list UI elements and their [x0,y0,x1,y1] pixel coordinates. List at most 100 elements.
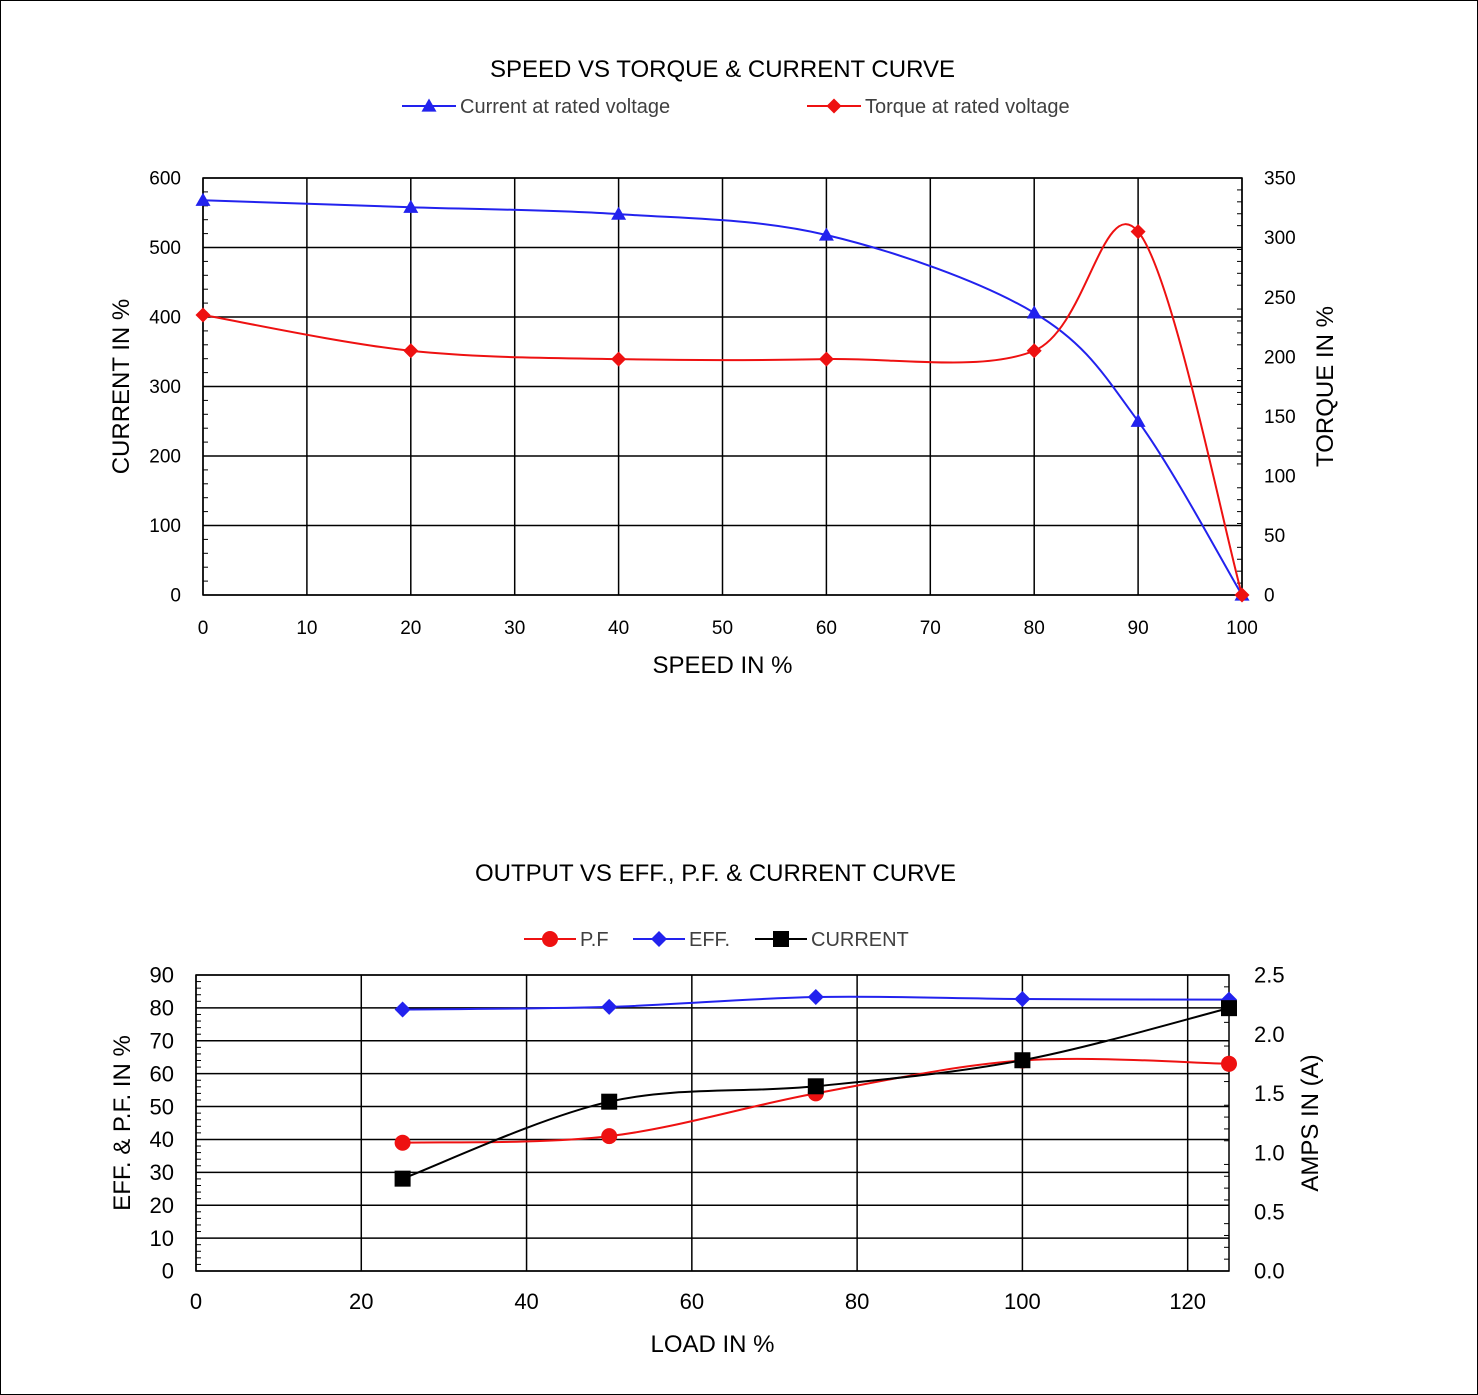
data-point-2-2 [807,1078,824,1095]
y-tick-label: 200 [149,447,181,468]
y-tick-label: 30 [150,1160,174,1185]
data-point-1-3 [1014,991,1031,1008]
x-tick-label: 50 [712,618,733,639]
y2-tick-label: 100 [1264,467,1296,488]
data-point-1-2 [611,351,627,367]
x-tick-label: 60 [680,1289,704,1314]
plot-area [195,974,1230,1272]
y2-axis-title: AMPS IN (A) [1297,1054,1324,1191]
y-tick-label: 70 [150,1028,174,1053]
speed-torque-current-chart: SPEED VS TORQUE & CURRENT CURVE 0 10 20 30 40… [108,56,1339,679]
y2-tick-label: 350 [1264,169,1296,190]
y-tick-label: 0 [170,586,181,607]
y2-tick-label: 200 [1264,347,1296,368]
data-point-0-5 [1130,413,1146,427]
y2-tick-label: 2.5 [1254,963,1285,988]
legend-marker [826,98,842,114]
x-tick-label: 100 [1226,618,1258,639]
legend-marker [421,98,437,112]
data-point-1-1 [601,998,618,1015]
data-point-2-0 [394,1170,411,1187]
x-tick-label: 10 [296,618,317,639]
x-tick-label: 120 [1169,1289,1206,1314]
y-tick-label: 60 [150,1061,174,1086]
data-point-0-0 [394,1134,411,1151]
y2-tick-label: 2.0 [1254,1022,1285,1047]
x-tick-label: 0 [198,618,209,639]
y2-tick-label: 150 [1264,407,1296,428]
x-tick-label: 30 [504,618,525,639]
chart-title: OUTPUT VS EFF., P.F. & CURRENT CURVE [475,860,956,887]
y-tick-label: 0 [162,1259,174,1284]
legend-label: EFF. [689,929,730,951]
y2-axis-title: TORQUE IN % [1312,306,1339,467]
data-point-0-1 [403,199,419,213]
y-tick-label: 600 [149,169,181,190]
data-point-1-4 [1026,343,1042,359]
legend-marker [651,931,667,947]
x-tick-label: 60 [816,618,837,639]
y-tick-label: 400 [149,308,181,329]
y2-tick-label: 1.0 [1254,1140,1285,1165]
data-point-2-3 [1014,1052,1031,1069]
data-point-2-1 [601,1093,618,1110]
data-point-1-1 [403,343,419,359]
data-point-0-3 [818,227,834,241]
data-point-1-3 [818,351,834,367]
output-eff-pf-current-chart: OUTPUT VS EFF., P.F. & CURRENT CURVE 0 20 4… [109,860,1324,1358]
y-tick-label: 100 [149,516,181,537]
y-tick-label: 90 [150,963,174,988]
y-axis-title: EFF. & P.F. IN % [109,1035,136,1211]
x-tick-label: 20 [400,618,421,639]
x-tick-label: 80 [845,1289,869,1314]
y2-tick-label: 0.5 [1254,1200,1285,1225]
y-tick-label: 50 [150,1094,174,1119]
x-axis-title: SPEED IN % [652,652,792,679]
y2-tick-label: 1.5 [1254,1081,1285,1106]
y2-tick-label: 50 [1264,526,1285,547]
x-tick-label: 40 [608,618,629,639]
data-point-1-5 [1130,224,1146,240]
legend-item-0: P.F [524,929,609,951]
legend-marker [542,931,558,947]
data-point-0-2 [611,206,627,220]
x-tick-label: 80 [1024,618,1045,639]
data-point-1-6 [1234,587,1250,603]
y2-tick-label: 250 [1264,288,1296,309]
data-point-2-4 [1221,1000,1237,1017]
y-tick-label: 80 [150,996,174,1021]
y-tick-label: 300 [149,377,181,398]
data-point-0-4 [1221,1055,1237,1072]
y2-tick-label: 300 [1264,228,1296,249]
x-tick-label: 90 [1128,618,1149,639]
legend-label: CURRENT [811,929,909,951]
x-tick-label: 100 [1004,1289,1041,1314]
legend-item-2: CURRENT [755,929,909,951]
legend-item-1: Torque at rated voltage [807,96,1070,118]
plot-area [202,177,1243,596]
y-tick-label: 500 [149,238,181,259]
x-tick-label: 70 [920,618,941,639]
legend-label: P.F [580,929,609,951]
legend-marker [773,931,789,947]
legend-label: Torque at rated voltage [865,96,1070,118]
y-tick-label: 40 [150,1127,174,1152]
x-tick-label: 20 [349,1289,373,1314]
y-tick-label: 10 [150,1226,174,1251]
x-axis-title: LOAD IN % [650,1331,774,1358]
data-point-1-0 [195,307,211,323]
y-axis-title: CURRENT IN % [108,299,135,475]
chart-title: SPEED VS TORQUE & CURRENT CURVE [490,56,955,83]
x-tick-label: 0 [190,1289,202,1314]
y2-tick-label: 0.0 [1254,1259,1285,1284]
y-tick-label: 20 [150,1193,174,1218]
x-tick-label: 40 [514,1289,538,1314]
legend-item-0: Current at rated voltage [402,96,670,118]
data-point-1-0 [394,1001,411,1018]
data-point-0-1 [601,1128,618,1145]
data-point-0-0 [195,192,211,206]
y2-tick-label: 0 [1264,586,1275,607]
data-point-0-4 [1026,305,1042,319]
